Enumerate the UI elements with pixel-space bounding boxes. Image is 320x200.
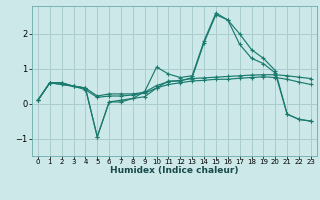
X-axis label: Humidex (Indice chaleur): Humidex (Indice chaleur) (110, 166, 239, 175)
